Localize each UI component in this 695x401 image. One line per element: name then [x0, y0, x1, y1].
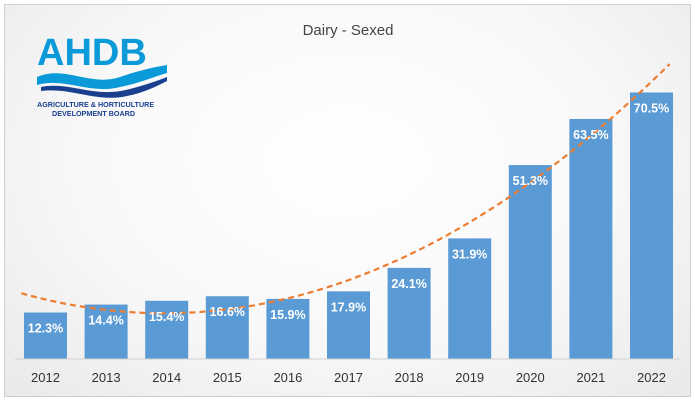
logo-wave-dark	[41, 77, 167, 98]
chart-frame: Dairy - Sexed 12.3% 14.4% 15.4% 16.6% 15.9% 1…	[4, 4, 691, 397]
data-label-2016: 15.9%	[270, 308, 305, 322]
data-label-2020: 51.3%	[513, 174, 548, 188]
x-tick-group: 2012 2013 2014 2015 2016 2017 2018 2019 2020 2021…	[31, 370, 666, 385]
data-label-2018: 24.1%	[391, 277, 426, 291]
data-label-2013: 14.4%	[88, 314, 123, 328]
x-tick-2019: 2019	[455, 370, 484, 385]
logo-wave-light	[37, 65, 167, 90]
bar-2017	[327, 291, 370, 359]
x-tick-2022: 2022	[637, 370, 666, 385]
bar-2019	[448, 238, 492, 359]
logo-wordmark: AHDB	[37, 32, 147, 74]
x-tick-2013: 2013	[92, 370, 121, 385]
chart-area: Dairy - Sexed 12.3%14.4% 15.4% 16.6% 15.9%1…	[15, 22, 680, 385]
bar-2021	[569, 118, 613, 359]
data-label-2014: 15.4%	[149, 310, 184, 324]
bar-2022	[630, 92, 673, 359]
data-label-2015: 16.6%	[210, 305, 245, 319]
data-label-2017: 17.9%	[331, 300, 366, 314]
ahdb-wave-logo-icon: AHDB AGRICULTURE & HORTICULTURE DEVELOPM…	[37, 32, 167, 118]
data-label-2012: 12.3%	[28, 322, 63, 336]
chart-title: Dairy - Sexed	[303, 22, 394, 39]
x-tick-2014: 2014	[152, 370, 181, 385]
x-tick-2021: 2021	[576, 370, 605, 385]
bar-2016	[266, 298, 310, 359]
bar-2020	[508, 165, 552, 359]
bar-2018	[387, 267, 431, 359]
x-tick-2017: 2017	[334, 370, 363, 385]
logo-line-2: DEVELOPMENT BOARD	[52, 109, 135, 118]
logo-line-1: AGRICULTURE & HORTICULTURE	[37, 100, 154, 109]
data-label-2022: 70.5%	[634, 101, 669, 115]
bar-2014	[145, 300, 189, 359]
data-label-2021: 63.5%	[573, 128, 608, 142]
x-tick-2015: 2015	[213, 370, 242, 385]
x-tick-2012: 2012	[31, 370, 60, 385]
data-label-group: 12.3% 14.4% 15.4% 16.6% 15.9% 17.9% 24.1% 31.9%…	[28, 101, 669, 335]
x-tick-2016: 2016	[273, 370, 302, 385]
data-label-2019: 31.9%	[452, 247, 487, 261]
bar-group	[24, 92, 673, 359]
x-tick-2018: 2018	[395, 370, 424, 385]
bar-2013	[84, 304, 128, 359]
x-tick-2020: 2020	[516, 370, 545, 385]
bar-2012	[24, 312, 67, 359]
